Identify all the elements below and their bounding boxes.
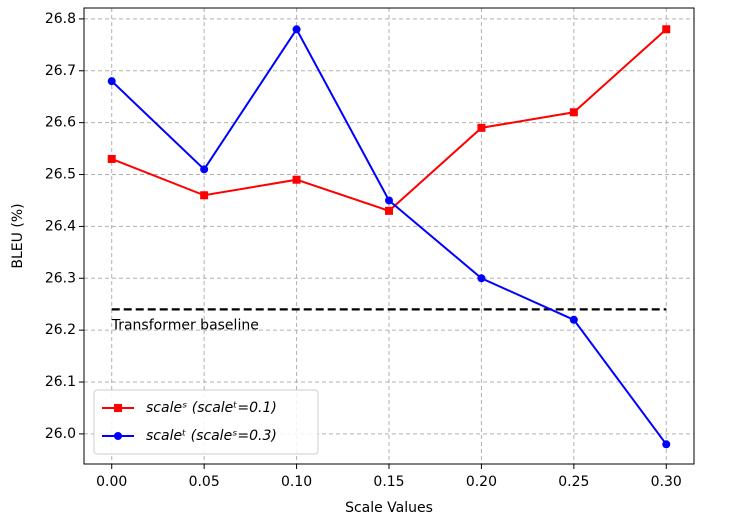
marker	[385, 206, 393, 215]
x-tick-label: 0.05	[189, 474, 220, 490]
legend-label: scaleˢ (scaleᵗ=0.1)	[146, 400, 277, 416]
x-axis-label: Scale Values	[345, 500, 433, 516]
marker	[107, 154, 116, 163]
marker	[292, 25, 301, 34]
marker	[477, 123, 486, 132]
marker	[569, 108, 578, 117]
y-tick-label: 26.4	[45, 218, 76, 234]
y-tick-label: 26.0	[45, 426, 76, 442]
y-tick-label: 26.3	[45, 270, 76, 286]
x-tick-label: 0.10	[281, 474, 312, 490]
x-tick-label: 0.30	[651, 474, 682, 490]
marker	[385, 196, 393, 205]
y-tick-label: 26.2	[45, 322, 76, 338]
y-axis-label: BLEU (%)	[10, 203, 26, 268]
marker	[569, 315, 578, 324]
legend-label: scaleᵗ (scaleˢ=0.3)	[146, 428, 277, 444]
y-tick-label: 26.5	[45, 167, 76, 183]
plot-frame	[83, 7, 695, 465]
y-tick-label: 26.6	[45, 115, 76, 131]
x-tick-label: 0.00	[96, 474, 127, 490]
x-tick-label: 0.20	[466, 474, 497, 490]
x-tick-label: 0.15	[373, 474, 404, 490]
marker	[200, 191, 209, 200]
y-tick-label: 26.8	[45, 11, 76, 27]
legend-marker	[114, 404, 122, 412]
marker	[292, 175, 301, 184]
x-tick-label: 0.25	[558, 474, 589, 490]
y-tick-label: 26.1	[45, 374, 76, 390]
marker	[477, 274, 486, 283]
legend-box	[93, 389, 319, 455]
baseline-label: Transformer baseline	[111, 317, 259, 333]
marker	[200, 165, 209, 174]
marker	[662, 25, 671, 34]
marker	[107, 77, 116, 86]
marker	[662, 440, 671, 449]
legend-marker	[114, 432, 122, 440]
y-tick-label: 26.7	[45, 63, 76, 79]
